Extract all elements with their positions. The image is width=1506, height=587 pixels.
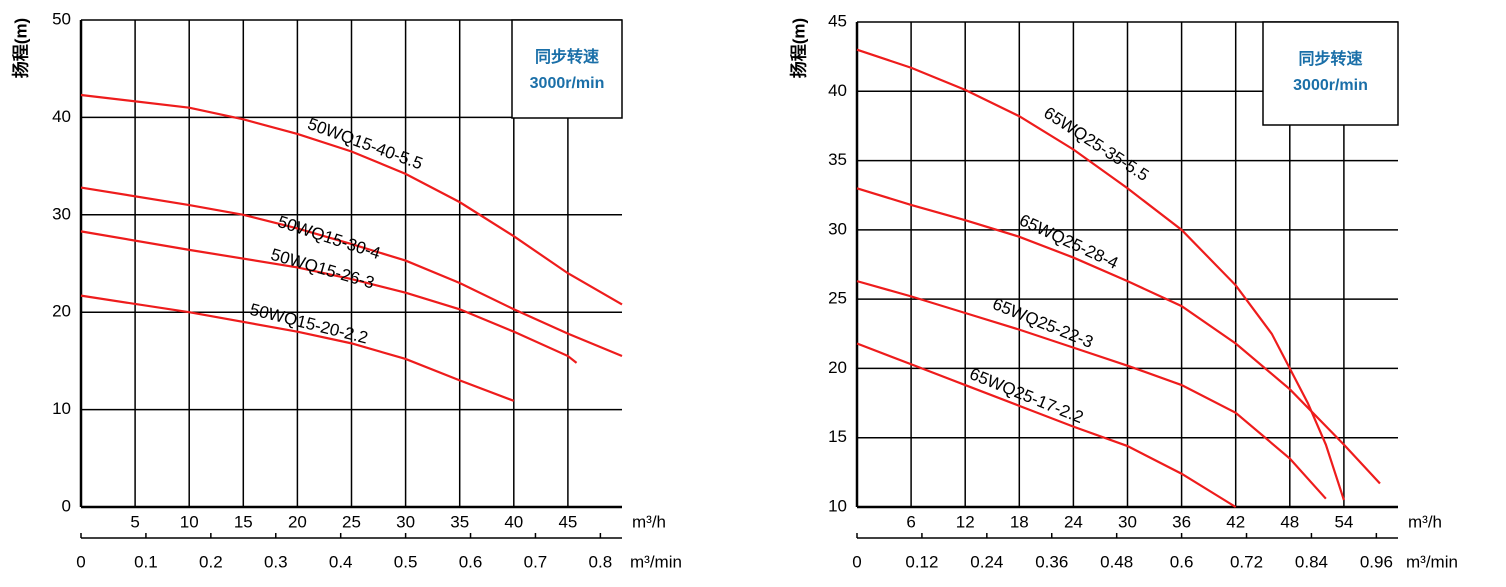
x-tick-label: 30 — [396, 512, 415, 531]
x-axis-label: m³/h — [632, 512, 666, 531]
x-tick-label: 30 — [1118, 512, 1137, 531]
y-tick-label: 20 — [828, 358, 847, 377]
x-tick-label: 45 — [558, 512, 577, 531]
curve-label: 65WQ25-22-3 — [990, 294, 1096, 352]
x-tick-label: 48 — [1280, 512, 1299, 531]
x2-tick-label: 0.3 — [264, 552, 288, 571]
y-tick-label: 0 — [62, 496, 71, 515]
y-tick-label: 50 — [52, 9, 71, 28]
x2-tick-label: 0.8 — [589, 552, 613, 571]
x2-tick-label: 0.4 — [329, 552, 353, 571]
x2-tick-label: 0 — [852, 552, 861, 571]
annotation: 同步转速 — [535, 47, 599, 66]
y-tick-label: 45 — [828, 11, 847, 30]
curve — [80, 294, 515, 402]
annotation: 3000r/min — [530, 75, 605, 92]
x-tick-label: 54 — [1334, 512, 1353, 531]
x-tick-label: 24 — [1064, 512, 1083, 531]
x2-tick-label: 0.36 — [1035, 552, 1068, 571]
y-tick-label: 25 — [828, 289, 847, 308]
x2-tick-label: 0.6 — [459, 552, 483, 571]
x2-tick-label: 0.24 — [970, 552, 1003, 571]
x-tick-label: 42 — [1226, 512, 1245, 531]
curve — [856, 48, 1345, 501]
annotation: 3000r/min — [1293, 77, 1368, 94]
curve-label: 50WQ15-40-5.5 — [305, 114, 425, 173]
x2-tick-label: 0.1 — [134, 552, 158, 571]
x2-axis-label: m³/min — [1406, 552, 1458, 571]
x2-tick-label: 0.12 — [905, 552, 938, 571]
x2-axis-label: m³/min — [630, 552, 682, 571]
y-tick-label: 10 — [52, 399, 71, 418]
x2-tick-label: 0.6 — [1170, 552, 1194, 571]
curve — [80, 186, 623, 358]
x-tick-label: 15 — [234, 512, 253, 531]
y-tick-label: 10 — [828, 496, 847, 515]
curve-label: 65WQ25-35-5.5 — [1040, 103, 1152, 185]
y-tick-label: 30 — [52, 204, 71, 223]
x-tick-label: 36 — [1172, 512, 1191, 531]
x-axis-label: m³/h — [1408, 512, 1442, 531]
curve — [856, 342, 1237, 508]
y-tick-label: 15 — [828, 427, 847, 446]
x-tick-label: 25 — [342, 512, 361, 531]
x-tick-label: 12 — [956, 512, 975, 531]
y-tick-label: 40 — [52, 107, 71, 126]
x2-tick-label: 0.84 — [1295, 552, 1328, 571]
y-tick-label: 40 — [828, 81, 847, 100]
x2-tick-label: 0.48 — [1100, 552, 1133, 571]
x2-tick-label: 0.7 — [524, 552, 548, 571]
curve — [856, 280, 1327, 500]
y-tick-label: 35 — [828, 150, 847, 169]
curve — [80, 93, 623, 306]
annotation: 同步转速 — [1298, 49, 1362, 68]
x2-tick-label: 0.2 — [199, 552, 223, 571]
x2-tick-label: 0 — [76, 552, 85, 571]
x-tick-label: 35 — [450, 512, 469, 531]
x-tick-label: 10 — [180, 512, 199, 531]
annotation-box — [1262, 21, 1399, 126]
y-axis-label: 扬程(m) — [788, 18, 808, 78]
x2-tick-label: 0.72 — [1230, 552, 1263, 571]
x-tick-label: 40 — [504, 512, 523, 531]
curve — [80, 230, 578, 364]
x-tick-label: 5 — [130, 512, 139, 531]
x-tick-label: 18 — [1010, 512, 1029, 531]
x2-tick-label: 0.5 — [394, 552, 418, 571]
y-axis-label: 扬程(m) — [10, 18, 30, 78]
curve — [856, 187, 1381, 485]
curve-label: 65WQ25-17-2.2 — [967, 364, 1086, 427]
x-tick-label: 6 — [906, 512, 915, 531]
x2-tick-label: 0.96 — [1360, 552, 1393, 571]
y-tick-label: 20 — [52, 302, 71, 321]
annotation-box — [511, 19, 623, 119]
y-tick-label: 30 — [828, 219, 847, 238]
x-tick-label: 20 — [288, 512, 307, 531]
